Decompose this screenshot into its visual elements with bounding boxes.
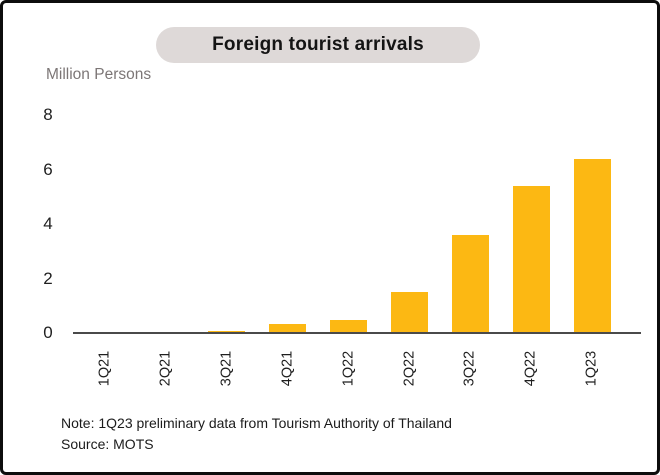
source-line: Source: MOTS (61, 436, 154, 452)
bar-3Q22 (451, 234, 489, 333)
chart-title-pill: Foreign tourist arrivals (156, 27, 480, 63)
y-axis-unit-label: Million Persons (46, 66, 152, 83)
chart-title: Foreign tourist arrivals (212, 34, 424, 55)
bar-1Q23 (573, 158, 611, 333)
footnote-block: Note: 1Q23 preliminary data from Tourism… (61, 413, 452, 455)
x-tick-label-3Q22: 3Q22 (461, 350, 478, 387)
x-tick-label-3Q21: 3Q21 (218, 350, 235, 387)
x-tick-label-1Q21: 1Q21 (96, 350, 113, 387)
y-tick-label-6: 6 (43, 159, 53, 179)
y-tick-label-2: 2 (43, 268, 53, 288)
note-line: Note: 1Q23 preliminary data from Tourism… (61, 415, 452, 431)
x-tick-label-1Q23: 1Q23 (583, 350, 600, 387)
x-tick-label-1Q22: 1Q22 (340, 350, 357, 387)
bar-4Q22 (512, 185, 550, 333)
bar-4Q21 (269, 324, 307, 333)
x-tick-label-2Q22: 2Q22 (401, 350, 417, 387)
plot-area: 0 2 4 6 8 1Q21 2Q21 3Q21 4Q21 1Q22 2Q22 3Q22 4Q22 1Q… (43, 105, 641, 386)
bar-2Q22 (391, 292, 428, 333)
x-tick-label-4Q22: 4Q22 (522, 350, 539, 387)
x-axis-line (73, 332, 641, 334)
y-tick-label-4: 4 (43, 214, 53, 233)
bar-1Q22 (330, 319, 368, 333)
x-tick-label-2Q21: 2Q21 (157, 350, 174, 387)
y-tick-label-0: 0 (43, 323, 53, 342)
y-tick-label-8: 8 (43, 105, 53, 124)
x-tick-label-4Q21: 4Q21 (279, 350, 296, 387)
